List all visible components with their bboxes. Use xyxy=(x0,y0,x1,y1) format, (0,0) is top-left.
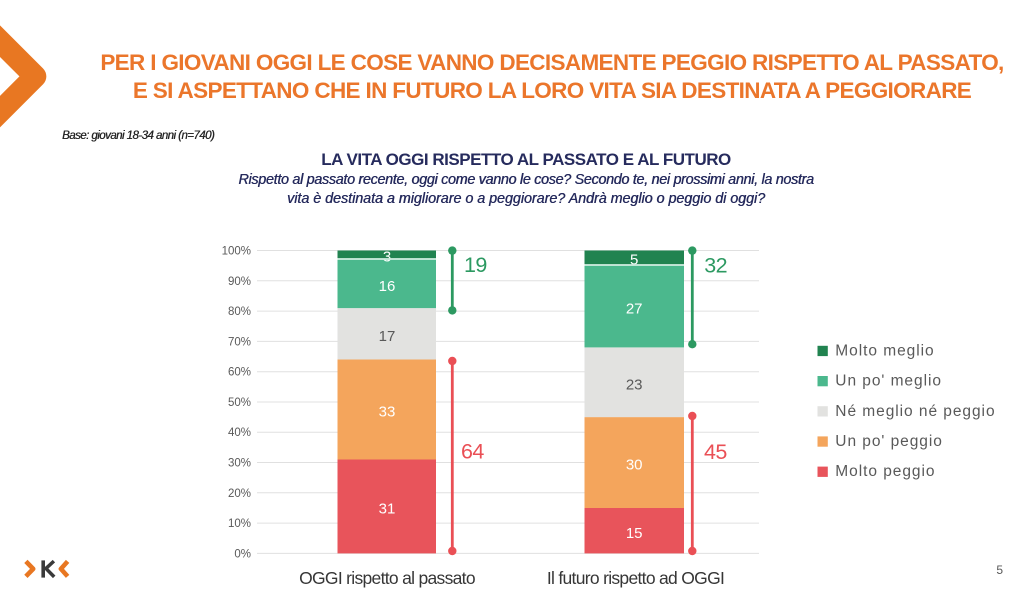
svg-text:45: 45 xyxy=(704,440,727,464)
svg-text:80%: 80% xyxy=(228,306,251,318)
svg-text:10%: 10% xyxy=(228,518,251,530)
svg-text:5: 5 xyxy=(630,252,638,269)
svg-text:Il futuro rispetto ad OGGI: Il futuro rispetto ad OGGI xyxy=(547,568,724,588)
svg-text:31: 31 xyxy=(379,501,396,518)
svg-text:5: 5 xyxy=(996,563,1003,577)
svg-text:16: 16 xyxy=(379,278,396,295)
svg-text:100%: 100% xyxy=(222,246,251,258)
svg-text:15: 15 xyxy=(626,525,643,542)
svg-text:30: 30 xyxy=(626,457,643,474)
svg-text:64: 64 xyxy=(461,439,484,463)
svg-text:60%: 60% xyxy=(228,367,251,379)
svg-text:Molto meglio: Molto meglio xyxy=(835,342,934,359)
svg-text:Né meglio né peggio: Né meglio né peggio xyxy=(835,403,995,420)
svg-text:0%: 0% xyxy=(234,548,251,560)
svg-text:32: 32 xyxy=(704,253,727,277)
svg-text:27: 27 xyxy=(626,301,643,318)
svg-text:3: 3 xyxy=(383,249,391,266)
svg-text:Un po' meglio: Un po' meglio xyxy=(835,373,942,390)
svg-text:19: 19 xyxy=(464,253,487,277)
svg-text:33: 33 xyxy=(379,404,396,421)
svg-text:90%: 90% xyxy=(228,276,251,288)
svg-text:Molto peggio: Molto peggio xyxy=(835,463,935,480)
svg-text:40%: 40% xyxy=(228,427,251,439)
svg-text:Un po' peggio: Un po' peggio xyxy=(835,433,943,450)
svg-text:23: 23 xyxy=(626,376,643,393)
svg-text:20%: 20% xyxy=(228,488,251,500)
svg-text:30%: 30% xyxy=(228,458,251,470)
svg-text:70%: 70% xyxy=(228,336,251,348)
svg-text:OGGI rispetto al passato: OGGI rispetto al passato xyxy=(299,568,475,588)
svg-text:50%: 50% xyxy=(228,397,251,409)
svg-text:17: 17 xyxy=(379,328,396,345)
